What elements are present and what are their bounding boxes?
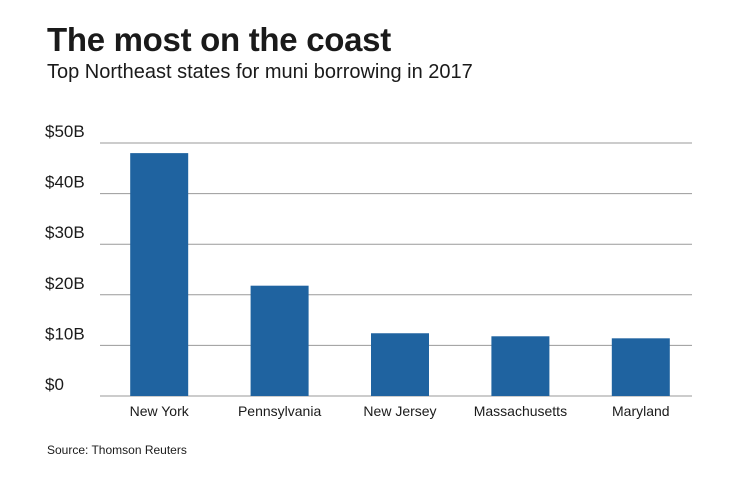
y-tick-label: $30B [45, 223, 85, 242]
y-tick-label: $20B [45, 274, 85, 293]
y-axis-ticks: $0 $10B $20B $30B $40B $50B [45, 122, 85, 394]
bar [130, 153, 189, 396]
x-tick-label: New Jersey [363, 403, 436, 419]
source-note: Source: Thomson Reuters [47, 443, 187, 457]
y-tick-label: $50B [45, 122, 85, 141]
bar [371, 333, 429, 396]
x-axis-ticks: New York Pennsylvania New Jersey Massachuse… [130, 403, 670, 419]
y-tick-label: $10B [45, 324, 85, 343]
y-tick-label: $0 [45, 375, 64, 394]
bars [130, 153, 670, 396]
chart-subtitle: Top Northeast states for muni borrowing … [47, 61, 473, 83]
x-tick-label: New York [130, 403, 190, 419]
bar [491, 336, 550, 396]
chart-title: The most on the coast [47, 21, 391, 58]
x-tick-label: Massachusetts [474, 403, 567, 419]
x-tick-label: Pennsylvania [238, 403, 321, 419]
bar [250, 285, 309, 396]
bar [611, 338, 670, 396]
x-tick-label: Maryland [612, 403, 670, 419]
y-tick-label: $40B [45, 173, 85, 192]
